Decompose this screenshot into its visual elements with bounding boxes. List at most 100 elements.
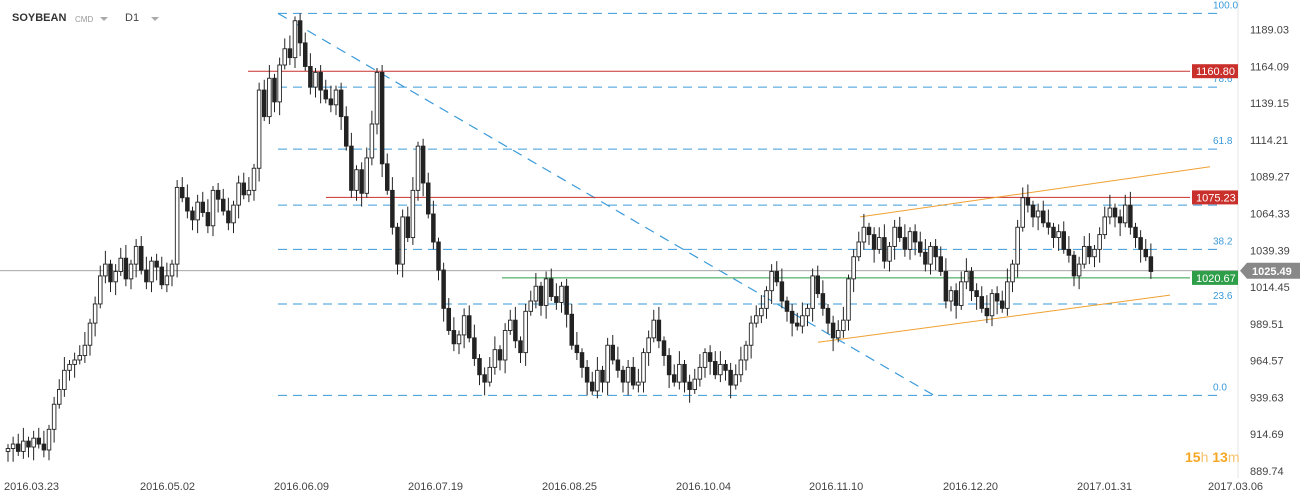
candle-body: [1122, 204, 1128, 224]
candle-108: [559, 281, 564, 313]
candle-body: [692, 378, 698, 390]
candle-body: [282, 48, 288, 66]
candle-49: [256, 82, 262, 182]
y-tick-label-0: 1189.03: [1250, 25, 1289, 37]
candle-body: [825, 307, 831, 324]
candle-61: [318, 64, 323, 104]
candle-body: [77, 355, 82, 361]
candle-63: [328, 85, 334, 113]
support-tag-bg: [1192, 270, 1238, 285]
candle-41: [215, 182, 221, 213]
candle-body: [923, 251, 928, 265]
candle-76: [395, 222, 400, 275]
candle-163: [841, 306, 846, 338]
candle-149: [769, 264, 774, 304]
candle-25: [133, 239, 139, 278]
candle-body: [564, 285, 569, 315]
x-tick-label-9: 2017.03.06: [1208, 481, 1263, 493]
candle-body: [738, 359, 744, 376]
candle-body: [359, 169, 364, 194]
candle-90: [467, 305, 472, 343]
candle-181: [933, 239, 938, 271]
candle-16: [87, 318, 93, 356]
candle-143: [738, 346, 744, 383]
candle-body: [620, 369, 626, 383]
candle-body: [979, 296, 985, 309]
instrument-type-chevron-down-icon[interactable]: [100, 17, 108, 21]
candle-body: [1025, 197, 1031, 206]
candle-152: [784, 296, 790, 322]
candle-44: [231, 200, 236, 234]
candle-body: [426, 182, 431, 215]
instrument-type-selector[interactable]: CMD: [75, 15, 94, 24]
candle-160: [825, 303, 831, 334]
candle-148: [764, 286, 769, 319]
candle-188: [969, 267, 974, 301]
candle-body: [928, 245, 933, 265]
candle-23: [123, 244, 129, 287]
candle-body: [220, 198, 226, 212]
candle-14: [77, 345, 82, 365]
candle-88: [456, 330, 462, 355]
candle-body: [523, 310, 528, 354]
candle-body: [200, 201, 205, 213]
candle-body: [697, 366, 703, 380]
y-tick-label-2: 1139.15: [1250, 98, 1289, 110]
candle-53: [277, 57, 282, 116]
candle-body: [569, 313, 575, 346]
candle-body: [846, 278, 851, 321]
candle-105: [543, 271, 549, 319]
candle-body: [590, 381, 595, 392]
candle-137: [707, 345, 713, 375]
candle-185: [953, 283, 959, 319]
candle-202: [1040, 200, 1046, 228]
candle-153: [789, 303, 795, 337]
candle-body: [666, 355, 672, 376]
candle-body: [446, 307, 452, 331]
candle-125: [646, 330, 651, 366]
candle-197: [1015, 219, 1020, 278]
candle-124: [641, 348, 646, 393]
candle-body: [251, 167, 257, 191]
candle-0: [5, 444, 11, 462]
x-tick-label-2: 2016.06.09: [274, 481, 329, 493]
candle-body: [836, 330, 841, 339]
candle-87: [451, 317, 457, 352]
candle-body: [405, 216, 411, 239]
candle-body: [769, 271, 774, 292]
candle-body: [1061, 231, 1066, 250]
timeframe-selector[interactable]: D1: [125, 12, 140, 24]
candle-body: [97, 275, 103, 305]
candle-body: [333, 89, 339, 106]
candle-body: [328, 98, 334, 106]
candle-222: [1143, 239, 1148, 262]
candle-body: [1066, 248, 1072, 256]
fib-label-1: 78.6: [1213, 74, 1233, 85]
candle-68: [354, 165, 359, 201]
candle-84: [436, 237, 441, 281]
candle-body: [661, 340, 667, 357]
candle-145: [748, 315, 754, 359]
candle-body: [984, 307, 990, 317]
candle-body: [385, 163, 390, 191]
candle-body: [118, 257, 123, 272]
candle-178: [918, 231, 923, 257]
fib-label-6: 0.0: [1213, 382, 1227, 393]
candle-172: [887, 241, 892, 272]
timeframe-chevron-down-icon[interactable]: [151, 17, 159, 21]
candle-body: [226, 210, 231, 224]
candle-54: [282, 38, 288, 70]
candle-body: [456, 334, 462, 345]
candle-42: [220, 188, 226, 216]
candle-75: [390, 177, 395, 235]
candle-173: [892, 219, 897, 260]
candle-body: [297, 20, 303, 44]
candle-body: [866, 226, 872, 236]
candle-body: [138, 245, 144, 271]
candle-body: [610, 344, 616, 361]
candle-body: [677, 363, 682, 383]
y-tick-label-6: 1039.39: [1250, 245, 1290, 257]
candle-body: [1148, 256, 1154, 272]
candle-196: [1010, 259, 1015, 293]
